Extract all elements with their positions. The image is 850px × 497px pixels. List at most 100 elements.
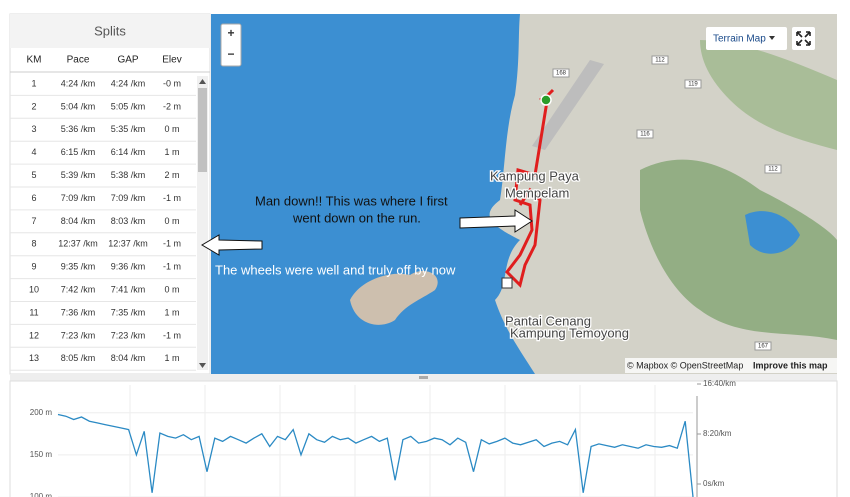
y2-tick-label: 16:40/km	[703, 379, 736, 388]
map-label: Kampung Temoyong	[510, 325, 629, 340]
road-number: 112	[768, 167, 778, 173]
split-cell: 8:03 /km	[111, 216, 146, 226]
column-header: Elev	[162, 55, 181, 66]
split-cell: 4	[31, 147, 36, 157]
split-cell: -0 m	[163, 78, 181, 88]
divider-handle[interactable]	[419, 376, 428, 379]
road-shield	[684, 79, 702, 89]
split-cell: 1 m	[164, 353, 179, 363]
splits-header	[10, 14, 210, 48]
split-cell: -1 m	[163, 262, 181, 272]
column-header: Pace	[67, 55, 90, 66]
fullscreen-button[interactable]	[792, 27, 815, 50]
split-cell: 8:04 /km	[111, 353, 146, 363]
scroll-down[interactable]	[199, 363, 206, 368]
split-cell: 1	[31, 78, 36, 88]
runway	[532, 60, 604, 150]
splits-panel	[9, 13, 211, 375]
split-cell: 11	[29, 307, 38, 317]
column-header: GAP	[117, 55, 138, 66]
split-cell: 5:05 /km	[111, 101, 146, 111]
map[interactable]: Kampung Paya Mempelam Pantai Cenang Kamp…	[211, 14, 837, 374]
splits-table: KM Pace GAP Elev 1 4:24 /km 4:24 /km -0 m 2 5:04 …	[10, 55, 196, 371]
improve-link[interactable]: Improve this map	[753, 360, 828, 370]
split-cell: 12:37 /km	[58, 239, 98, 249]
road-number: 116	[640, 132, 650, 138]
split-cell: 3	[31, 124, 36, 134]
map-label: Kampung Paya	[490, 168, 580, 183]
split-cell: 10	[29, 284, 39, 294]
attribution-bar	[625, 358, 837, 373]
annotation: The wheels were well and truly off by no…	[215, 262, 456, 277]
zoom-in[interactable]: +	[227, 26, 234, 40]
split-cell: -1 m	[163, 330, 181, 340]
road-number: 112	[655, 58, 665, 64]
split-cell: 7	[31, 216, 36, 226]
split-cell: 6:15 /km	[61, 147, 96, 157]
dropdown-caret	[769, 36, 775, 40]
y-tick-label: 200 m	[30, 408, 53, 417]
split-cell: 7:41 /km	[111, 284, 146, 294]
splits-title: Splits	[94, 23, 126, 38]
zoom-out[interactable]: −	[227, 47, 234, 61]
split-cell: -1 m	[163, 193, 181, 203]
split-cell: 2	[31, 101, 36, 111]
scroll-up[interactable]	[199, 79, 206, 84]
split-cell: 9:36 /km	[111, 262, 146, 272]
finish-marker	[501, 277, 513, 289]
split-cell: 5:04 /km	[61, 101, 96, 111]
route	[505, 88, 555, 288]
column-header: KM	[27, 55, 42, 66]
hills-north	[700, 40, 837, 150]
lake	[745, 211, 800, 254]
split-cell: 5	[31, 170, 36, 180]
layer-button[interactable]	[706, 27, 787, 50]
hills	[640, 159, 837, 340]
split-cell: 6:14 /km	[111, 147, 146, 157]
split-cell: 5:39 /km	[61, 170, 96, 180]
layer-label[interactable]: Terrain Map	[713, 34, 766, 45]
split-cell: 1 m	[164, 147, 179, 157]
split-cell: 9	[31, 262, 36, 272]
split-cell: 7:23 /km	[61, 330, 96, 340]
road-number: 119	[688, 82, 698, 88]
split-cell: 8	[31, 239, 36, 249]
road-shield	[636, 129, 654, 139]
split-cell: 8:05 /km	[61, 353, 96, 363]
annotation: Man down!! This was where I first	[255, 193, 448, 208]
map-label: Pantai Cenang	[505, 313, 591, 328]
fullscreen-icon	[796, 31, 811, 46]
split-cell: 5:35 /km	[111, 124, 146, 134]
road-number: 168	[556, 71, 567, 77]
scrollbar-track	[197, 76, 208, 370]
split-cell: 5:36 /km	[61, 124, 96, 134]
split-cell: 12	[29, 330, 39, 340]
split-cell: 7:42 /km	[61, 284, 96, 294]
split-cell: 12:37 /km	[108, 239, 148, 249]
road-number: 167	[758, 344, 769, 350]
split-cell: 0 m	[164, 124, 179, 134]
road-shield	[754, 341, 772, 351]
split-cell: 0 m	[164, 216, 179, 226]
zoom-control	[220, 23, 242, 67]
split-cell: 0 m	[164, 284, 179, 294]
y2-tick-label: 8:20/km	[703, 429, 732, 438]
split-cell: 1 m	[164, 307, 179, 317]
attribution: © Mapbox © OpenStreetMap	[627, 360, 743, 370]
y-tick-label: 100 m	[30, 492, 53, 497]
chart-panel	[9, 380, 838, 497]
split-cell: 2 m	[164, 170, 179, 180]
split-cell: 7:09 /km	[61, 193, 96, 203]
scrollbar-thumb[interactable]	[198, 88, 207, 172]
split-cell: -2 m	[163, 101, 181, 111]
split-cell: 6	[31, 193, 36, 203]
split-cell: 7:35 /km	[111, 307, 146, 317]
road-shield	[552, 68, 570, 78]
split-cell: 4:24 /km	[61, 78, 96, 88]
split-cell: 5:38 /km	[111, 170, 146, 180]
split-cell: 7:36 /km	[61, 307, 96, 317]
y-tick-label: 150 m	[30, 450, 53, 459]
road-shield	[764, 164, 782, 174]
road-shield	[651, 55, 669, 65]
split-cell: 4:24 /km	[111, 78, 146, 88]
